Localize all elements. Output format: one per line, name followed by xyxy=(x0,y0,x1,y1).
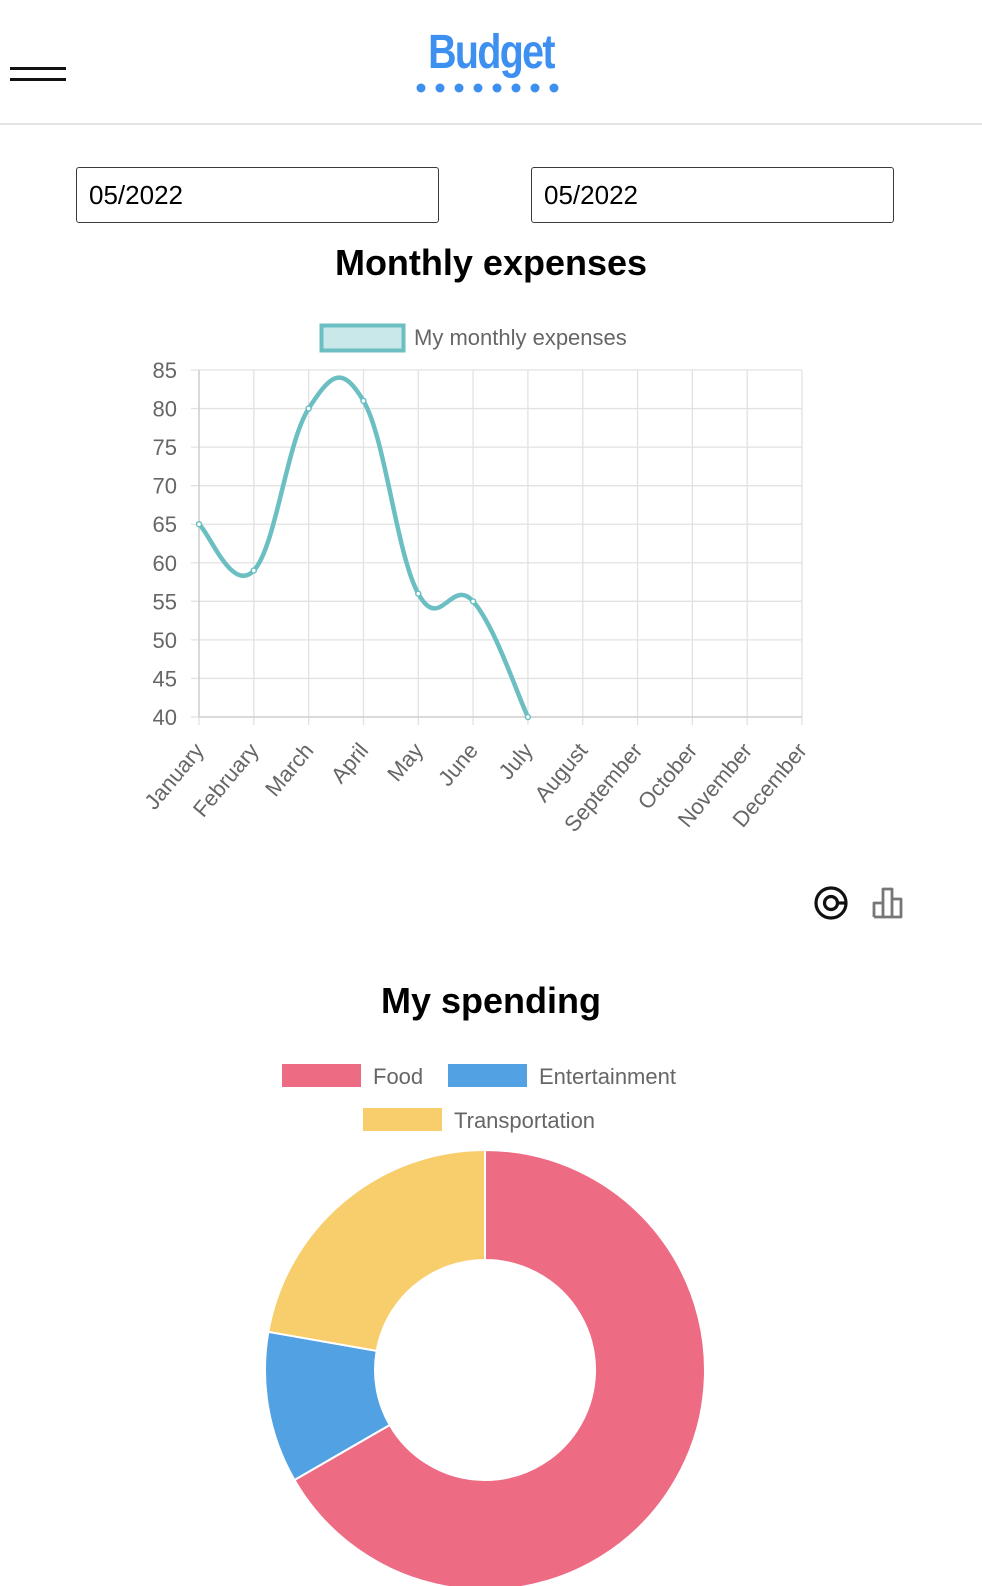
logo-dots xyxy=(416,83,559,93)
y-tick-label: 45 xyxy=(153,666,177,691)
legend-label-entertainment: Entertainment xyxy=(539,1064,676,1089)
line-chart-title: Monthly expenses xyxy=(334,242,648,283)
menu-bar-bottom xyxy=(10,78,66,81)
data-point xyxy=(195,520,203,528)
y-tick-label: 50 xyxy=(153,628,177,653)
x-tick-label: March xyxy=(260,738,318,801)
y-tick-label: 55 xyxy=(153,589,177,614)
legend-swatch-entertainment xyxy=(448,1064,527,1087)
data-point xyxy=(524,713,532,721)
legend-swatch-food xyxy=(282,1064,361,1087)
x-tick-label: July xyxy=(493,738,537,784)
bar-chart-icon[interactable] xyxy=(870,883,910,923)
data-point xyxy=(305,405,312,412)
donut-chart-icon[interactable] xyxy=(811,883,851,923)
y-tick-label: 65 xyxy=(153,512,177,537)
app-logo[interactable]: Budget xyxy=(391,26,591,93)
date-to-input[interactable] xyxy=(531,167,894,223)
y-tick-label: 70 xyxy=(153,474,177,499)
date-from-input[interactable] xyxy=(76,167,439,223)
x-tick-label: May xyxy=(382,738,428,786)
donut-slice-food xyxy=(293,1148,706,1586)
y-tick-label: 40 xyxy=(153,705,177,730)
monthly-expenses-line-chart: My monthly expenses 85 80 75 70 65 60 55 50 45 40 J… xyxy=(139,323,812,837)
my-spending-donut-chart: Food Entertainment Transportation xyxy=(264,1064,706,1586)
logo-text: Budget xyxy=(428,26,555,79)
legend-label-food: Food xyxy=(373,1064,423,1089)
y-tick-label: 80 xyxy=(153,397,177,422)
legend-label-my-monthly-expenses: My monthly expenses xyxy=(414,325,627,350)
y-tick-label: 75 xyxy=(153,435,177,460)
x-tick-label: April xyxy=(326,738,373,788)
y-tick-label: 85 xyxy=(153,358,177,383)
data-point xyxy=(250,567,258,574)
y-tick-label: 60 xyxy=(153,551,177,576)
legend-swatch-transportation xyxy=(363,1108,442,1131)
data-point xyxy=(469,598,477,605)
donut-slice-transportation xyxy=(267,1148,486,1353)
data-point xyxy=(360,397,367,405)
donut-chart-title: My spending xyxy=(380,980,601,1021)
hamburger-menu-icon[interactable] xyxy=(10,64,66,84)
x-tick-label: June xyxy=(433,738,483,791)
app-header: Budget xyxy=(0,0,982,125)
legend-label-transportation: Transportation xyxy=(454,1108,595,1133)
menu-bar-top xyxy=(10,67,66,70)
legend-swatch-my-monthly-expenses xyxy=(319,323,406,353)
data-point xyxy=(415,590,422,597)
